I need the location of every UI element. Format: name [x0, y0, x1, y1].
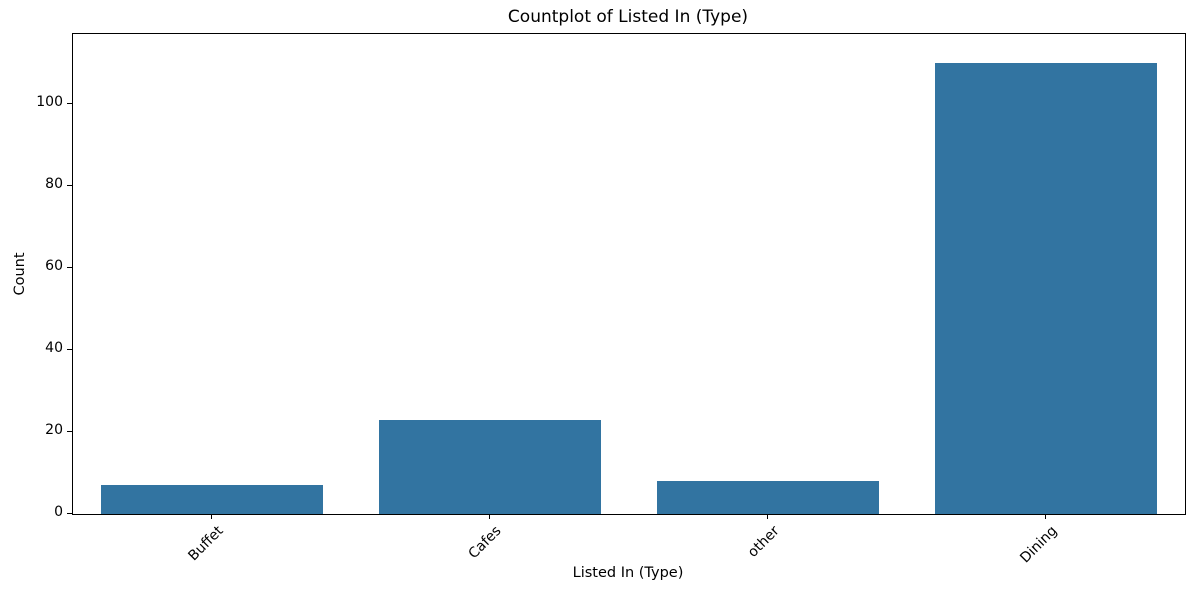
x-tick-mark — [211, 514, 212, 519]
bar-buffet — [100, 485, 324, 514]
chart-title: Countplot of Listed In (Type) — [507, 7, 749, 27]
bar-other — [656, 481, 880, 514]
x-axis-label: Listed In (Type) — [572, 565, 684, 581]
x-tick-label-dining: Dining — [1017, 523, 1061, 567]
y-tick-mark — [67, 102, 72, 104]
x-tick-mark — [767, 514, 768, 519]
y-tick-label: 20 — [45, 421, 63, 438]
bar-dining — [934, 62, 1158, 514]
y-tick-mark — [67, 348, 72, 350]
x-tick-label-buffet: Buffet — [185, 523, 227, 565]
y-tick-mark — [67, 513, 72, 514]
x-tick-mark — [489, 514, 490, 519]
y-tick-label: 40 — [45, 339, 63, 356]
plot-area — [72, 33, 1186, 515]
y-tick-label: 0 — [54, 504, 63, 520]
y-tick-mark — [67, 184, 72, 186]
bar-cafes — [378, 419, 602, 514]
y-tick-mark — [67, 430, 72, 432]
x-tick-label-cafes: Cafes — [465, 523, 505, 563]
y-tick-label: 80 — [45, 175, 63, 192]
y-axis-label: Count — [12, 252, 28, 296]
y-tick-label: 100 — [36, 93, 63, 110]
y-tick-label: 60 — [45, 257, 63, 274]
x-tick-label-other: other — [744, 523, 783, 561]
x-tick-mark — [1045, 514, 1046, 519]
y-tick-mark — [67, 266, 72, 268]
